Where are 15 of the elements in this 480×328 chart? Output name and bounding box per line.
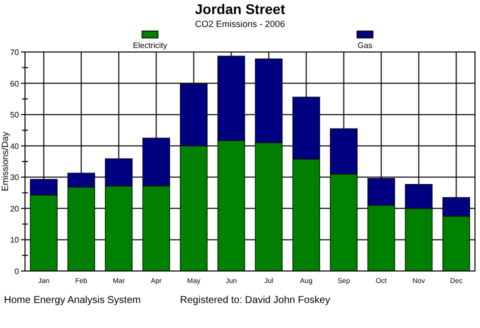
chart-subtitle: CO2 Emissions - 2006 bbox=[194, 19, 286, 29]
legend-label: Gas bbox=[358, 41, 372, 50]
y-tick-label: 50 bbox=[10, 110, 20, 120]
y-tick-label: 30 bbox=[10, 173, 20, 182]
y-tick-label: 20 bbox=[10, 204, 20, 214]
y-tick-label: 10 bbox=[10, 236, 20, 245]
y-tick-label: 40 bbox=[10, 142, 20, 151]
legend-label: Electricity bbox=[132, 41, 168, 50]
y-axis-title: Emissions/Day bbox=[0, 131, 10, 192]
y-tick-label: 0 bbox=[14, 267, 20, 276]
chart-title: Jordan Street bbox=[194, 1, 286, 17]
y-tick-label: 60 bbox=[10, 79, 20, 88]
y-tick-label: 70 bbox=[10, 48, 20, 57]
text: Registered to: David John Foskey bbox=[180, 295, 330, 306]
text: Home Energy Analysis System bbox=[4, 295, 141, 306]
